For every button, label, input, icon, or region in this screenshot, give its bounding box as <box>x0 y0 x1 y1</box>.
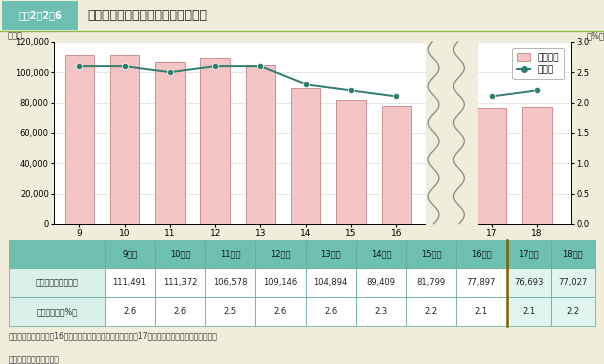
Bar <box>551 268 595 297</box>
Text: 2.2: 2.2 <box>567 307 579 316</box>
Text: 2.6: 2.6 <box>274 307 287 316</box>
Text: 中途退学者数（人）: 中途退学者数（人） <box>36 278 78 287</box>
Bar <box>406 297 456 326</box>
Bar <box>9 268 104 297</box>
Text: 2.5: 2.5 <box>223 307 237 316</box>
Text: 2.1: 2.1 <box>475 307 488 316</box>
Text: 2.2: 2.2 <box>425 307 438 316</box>
Text: 15年度: 15年度 <box>421 250 442 258</box>
Text: 17年度: 17年度 <box>518 250 539 258</box>
Bar <box>104 297 155 326</box>
Bar <box>507 268 551 297</box>
Bar <box>426 34 478 232</box>
Bar <box>155 268 205 297</box>
Bar <box>456 297 507 326</box>
Bar <box>456 268 507 297</box>
Bar <box>306 297 356 326</box>
Text: 12年度: 12年度 <box>270 250 291 258</box>
Bar <box>456 240 507 268</box>
Bar <box>306 268 356 297</box>
Bar <box>155 62 185 224</box>
Text: 111,491: 111,491 <box>112 278 147 287</box>
Bar <box>205 268 255 297</box>
Bar <box>336 100 366 224</box>
Text: 2.1: 2.1 <box>522 307 535 316</box>
Text: 2.6: 2.6 <box>123 307 137 316</box>
Text: 76,693: 76,693 <box>514 278 544 287</box>
Bar <box>155 297 205 326</box>
Bar <box>406 240 456 268</box>
Text: 2.6: 2.6 <box>324 307 337 316</box>
Text: 16年度: 16年度 <box>471 250 492 258</box>
Text: 中途退学率（%）: 中途退学率（%） <box>36 307 77 316</box>
Bar <box>382 106 411 224</box>
Bar <box>507 297 551 326</box>
Bar <box>255 297 306 326</box>
Text: 81,799: 81,799 <box>417 278 446 287</box>
Text: 11年度: 11年度 <box>220 250 240 258</box>
Bar <box>155 240 205 268</box>
Text: 14年度: 14年度 <box>371 250 391 258</box>
Text: 77,897: 77,897 <box>467 278 496 287</box>
Text: 13年度: 13年度 <box>320 250 341 258</box>
Bar <box>477 107 506 224</box>
Bar <box>255 268 306 297</box>
Text: 77,027: 77,027 <box>558 278 588 287</box>
Text: 10年度: 10年度 <box>170 250 190 258</box>
Bar <box>104 240 155 268</box>
Bar <box>110 55 140 224</box>
Text: 注）調査対象は，平成16年度までは公・私立高等学校，平成17年度からは国立高等学校も含む。: 注）調査対象は，平成16年度までは公・私立高等学校，平成17年度からは国立高等学… <box>9 331 218 340</box>
Bar <box>551 240 595 268</box>
Legend: 中退者数, 中退率: 中退者数, 中退率 <box>512 48 564 79</box>
Bar <box>246 65 275 224</box>
Bar <box>356 268 406 297</box>
Text: 104,894: 104,894 <box>313 278 348 287</box>
Text: 106,578: 106,578 <box>213 278 248 287</box>
Bar <box>356 297 406 326</box>
Bar <box>255 240 306 268</box>
Bar <box>507 240 551 268</box>
Text: （年度）: （年度） <box>555 248 575 256</box>
Bar <box>522 107 551 224</box>
Text: 18年度: 18年度 <box>562 250 583 258</box>
Text: 89,409: 89,409 <box>367 278 396 287</box>
Text: 9年度: 9年度 <box>122 250 137 258</box>
Bar <box>65 55 94 224</box>
Bar <box>551 297 595 326</box>
Bar <box>104 268 155 297</box>
Text: （%）: （%） <box>586 31 604 40</box>
Text: 2.3: 2.3 <box>374 307 388 316</box>
Text: 図表2－2－6: 図表2－2－6 <box>18 11 62 20</box>
Text: （人）: （人） <box>8 31 23 40</box>
Bar <box>205 297 255 326</box>
Bar <box>9 297 104 326</box>
Text: 中途退学者数及び中途退学率の推移: 中途退学者数及び中途退学率の推移 <box>88 9 208 22</box>
Bar <box>9 240 104 268</box>
Text: 2.6: 2.6 <box>173 307 187 316</box>
Text: 111,372: 111,372 <box>162 278 197 287</box>
Text: （出典）文部科学者調べ: （出典）文部科学者調べ <box>9 356 60 364</box>
Bar <box>201 58 230 224</box>
Bar <box>291 88 321 224</box>
Bar <box>306 240 356 268</box>
Bar <box>205 240 255 268</box>
Bar <box>2 1 78 30</box>
Bar <box>356 240 406 268</box>
Text: 109,146: 109,146 <box>263 278 298 287</box>
Bar <box>406 268 456 297</box>
